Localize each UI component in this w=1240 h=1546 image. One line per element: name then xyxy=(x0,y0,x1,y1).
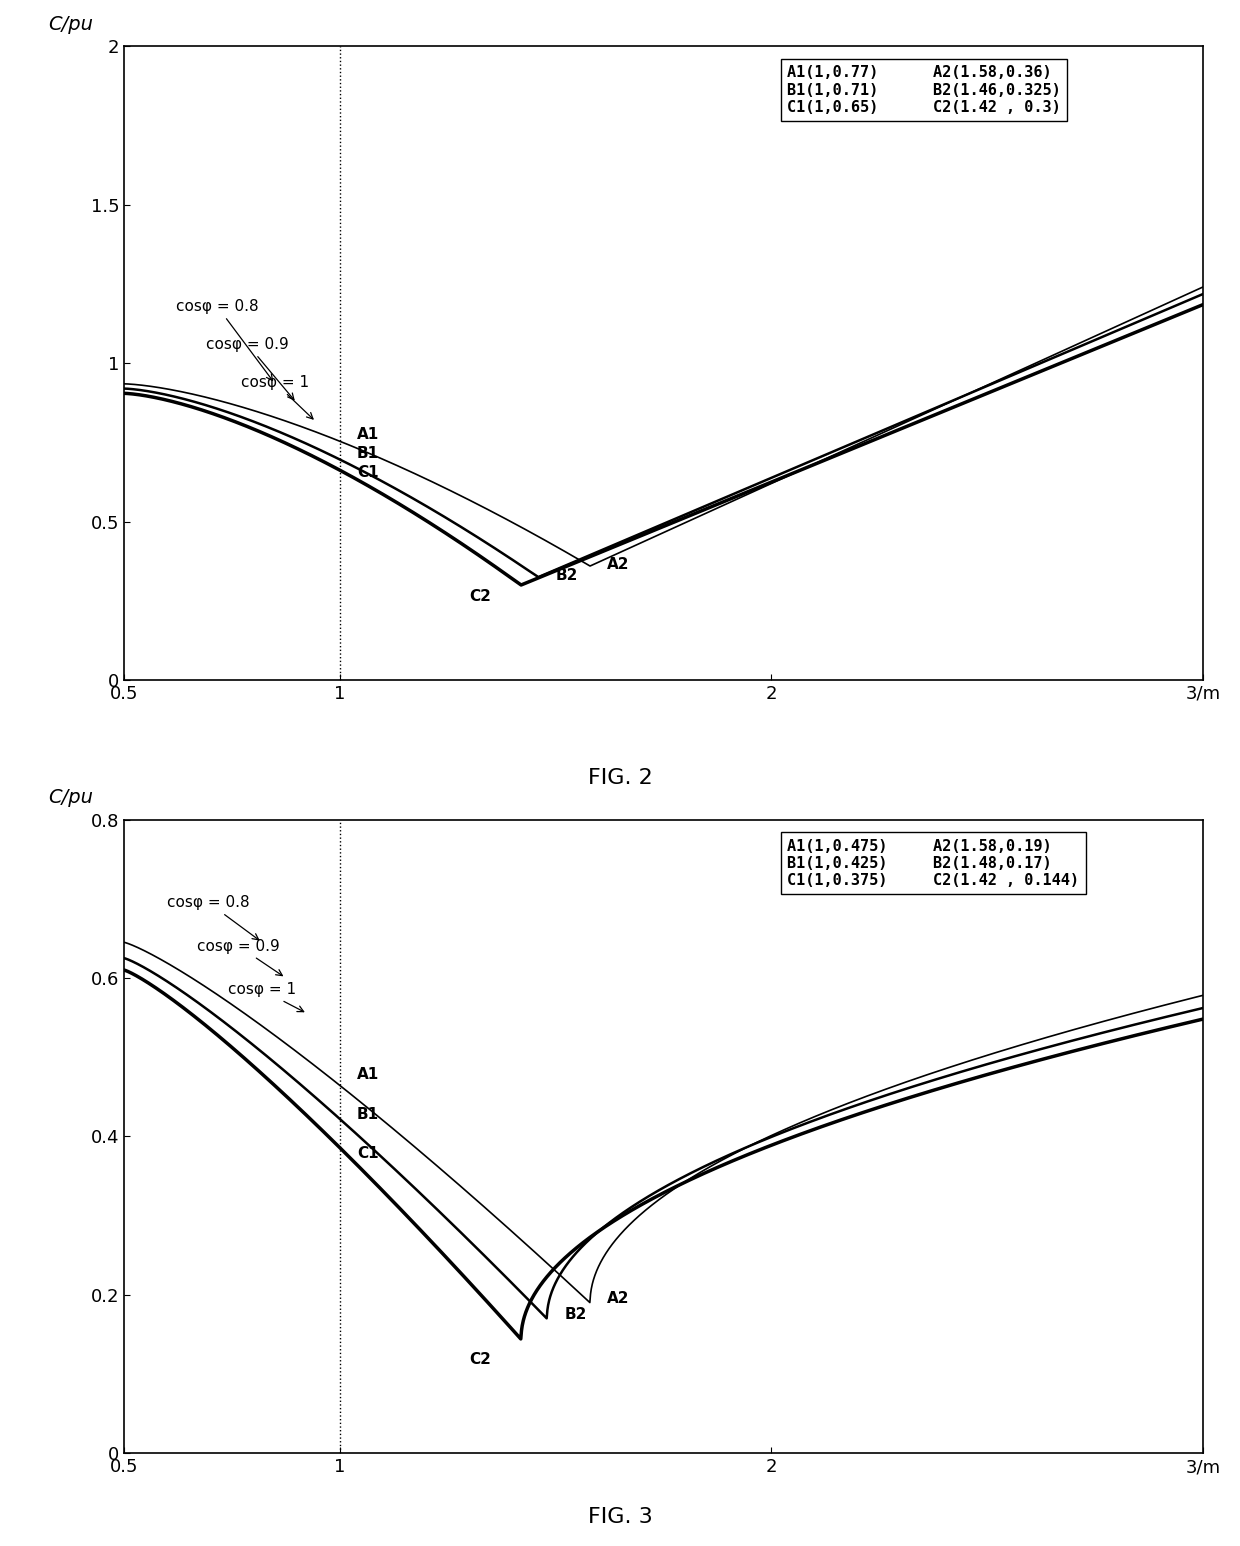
Text: cosφ = 1: cosφ = 1 xyxy=(241,374,312,419)
Text: C/pu: C/pu xyxy=(48,788,93,807)
Text: C/pu: C/pu xyxy=(48,15,93,34)
Text: B1: B1 xyxy=(357,447,379,461)
Text: C1: C1 xyxy=(357,465,378,481)
Text: C1: C1 xyxy=(357,1146,378,1161)
Text: cosφ = 0.8: cosφ = 0.8 xyxy=(167,895,259,940)
Text: A2: A2 xyxy=(608,557,630,572)
Text: A1: A1 xyxy=(357,1067,379,1082)
Text: A2: A2 xyxy=(608,1291,630,1306)
Text: cosφ = 0.9: cosφ = 0.9 xyxy=(206,337,294,400)
Text: A1: A1 xyxy=(357,427,379,442)
Text: cosφ = 1: cosφ = 1 xyxy=(228,982,304,1011)
Text: FIG. 3: FIG. 3 xyxy=(588,1507,652,1527)
Text: A1(1,0.77)      A2(1.58,0.36)
B1(1,0.71)      B2(1.46,0.325)
C1(1,0.65)      C2(: A1(1,0.77) A2(1.58,0.36) B1(1,0.71) B2(1… xyxy=(787,65,1061,116)
Text: FIG. 2: FIG. 2 xyxy=(588,768,652,788)
Text: A1(1,0.475)     A2(1.58,0.19)
B1(1,0.425)     B2(1.48,0.17)
C1(1,0.375)     C2(1: A1(1,0.475) A2(1.58,0.19) B1(1,0.425) B2… xyxy=(787,838,1080,889)
Text: B2: B2 xyxy=(556,567,578,583)
Text: C2: C2 xyxy=(469,1353,491,1367)
Text: C2: C2 xyxy=(469,589,491,603)
Text: B1: B1 xyxy=(357,1107,379,1122)
Text: cosφ = 0.9: cosφ = 0.9 xyxy=(197,938,283,976)
Text: cosφ = 0.8: cosφ = 0.8 xyxy=(176,298,273,380)
Text: B2: B2 xyxy=(564,1306,587,1322)
